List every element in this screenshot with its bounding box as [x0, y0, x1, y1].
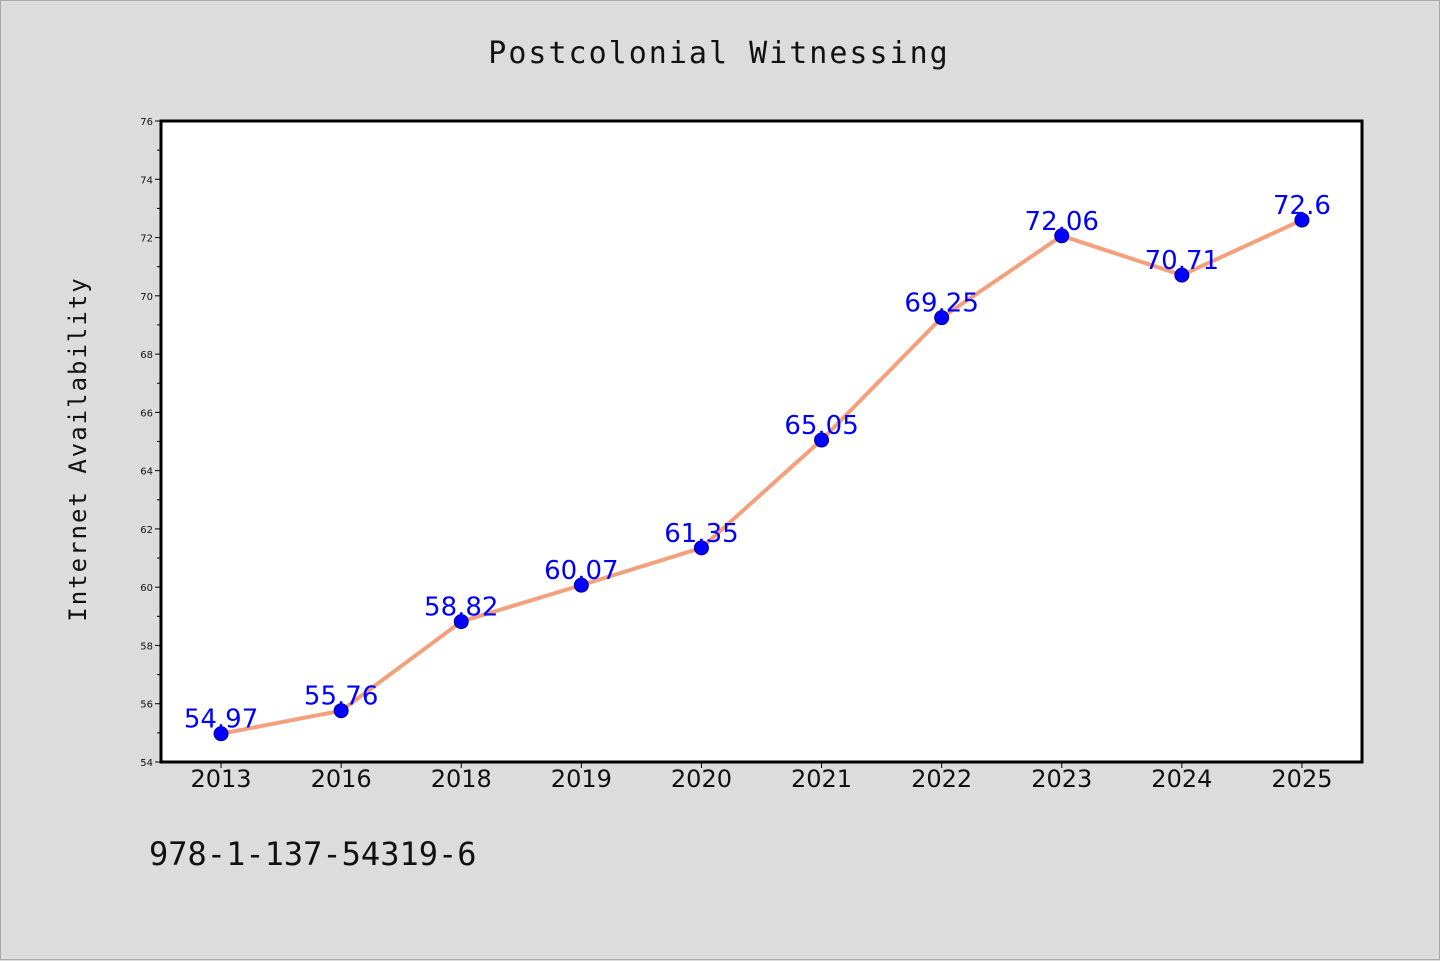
data-point — [693, 540, 709, 556]
data-label: 55.76 — [304, 682, 378, 712]
chart-title: Postcolonial Witnessing — [488, 36, 949, 71]
y-axis-ticks: 54 56 58 60 62 64 66 68 70 72 74 76 — [140, 117, 161, 769]
data-point — [453, 614, 469, 630]
x-tick-label: 2020 — [671, 765, 732, 793]
y-tick-label: 72 — [140, 234, 153, 245]
y-tick-label: 62 — [140, 525, 153, 536]
y-tick-label: 66 — [140, 408, 153, 419]
data-label: 69.25 — [904, 289, 978, 319]
series-line — [219, 218, 1304, 736]
x-tick-label: 2022 — [911, 765, 972, 793]
data-point — [934, 310, 950, 326]
data-point — [1054, 228, 1070, 244]
data-label: 58.82 — [424, 593, 498, 623]
y-tick-label: 70 — [140, 292, 153, 303]
y-tick-label: 76 — [140, 117, 153, 128]
x-tick-label: 2016 — [311, 765, 372, 793]
data-label: 70.71 — [1145, 246, 1219, 276]
data-point — [213, 726, 229, 742]
x-tick-label: 2013 — [191, 765, 252, 793]
data-label: 65.05 — [784, 411, 858, 441]
y-tick-label: 68 — [140, 350, 153, 361]
data-point — [814, 432, 830, 448]
x-tick-label: 2018 — [431, 765, 492, 793]
y-tick-label: 58 — [140, 641, 153, 652]
plot-area — [159, 119, 1364, 764]
x-tick-label: 2023 — [1031, 765, 1092, 793]
y-tick-label: 74 — [140, 175, 153, 186]
data-label: 72.06 — [1025, 207, 1099, 237]
y-tick-label: 54 — [140, 758, 153, 769]
y-tick-label: 60 — [140, 583, 153, 594]
y-tick-label: 56 — [140, 700, 153, 711]
y-tick-label: 64 — [140, 467, 153, 478]
data-label: 72.6 — [1273, 191, 1331, 221]
data-point — [1294, 212, 1310, 228]
x-tick-label: 2019 — [551, 765, 612, 793]
x-tick-label: 2024 — [1151, 765, 1212, 793]
x-axis-ticks: 2013 2016 2018 2019 2020 2021 2022 2023 2024 2025 — [191, 762, 1332, 793]
data-point — [1174, 267, 1190, 283]
x-tick-label: 2021 — [791, 765, 852, 793]
data-label: 60.07 — [544, 556, 618, 586]
y-axis-label: Internet Availability — [64, 276, 92, 621]
data-point — [333, 703, 349, 719]
data-point — [573, 577, 589, 593]
series-layer — [213, 212, 1310, 742]
data-label: 54.97 — [184, 705, 258, 735]
x-tick-label: 2025 — [1271, 765, 1332, 793]
data-label: 61.35 — [664, 519, 738, 549]
isbn-text: 978-1-137-54319-6 — [149, 835, 477, 873]
data-label-layer: 54.97 55.76 58.82 60.07 61.35 65.05 69.25 72.06… — [184, 191, 1331, 735]
